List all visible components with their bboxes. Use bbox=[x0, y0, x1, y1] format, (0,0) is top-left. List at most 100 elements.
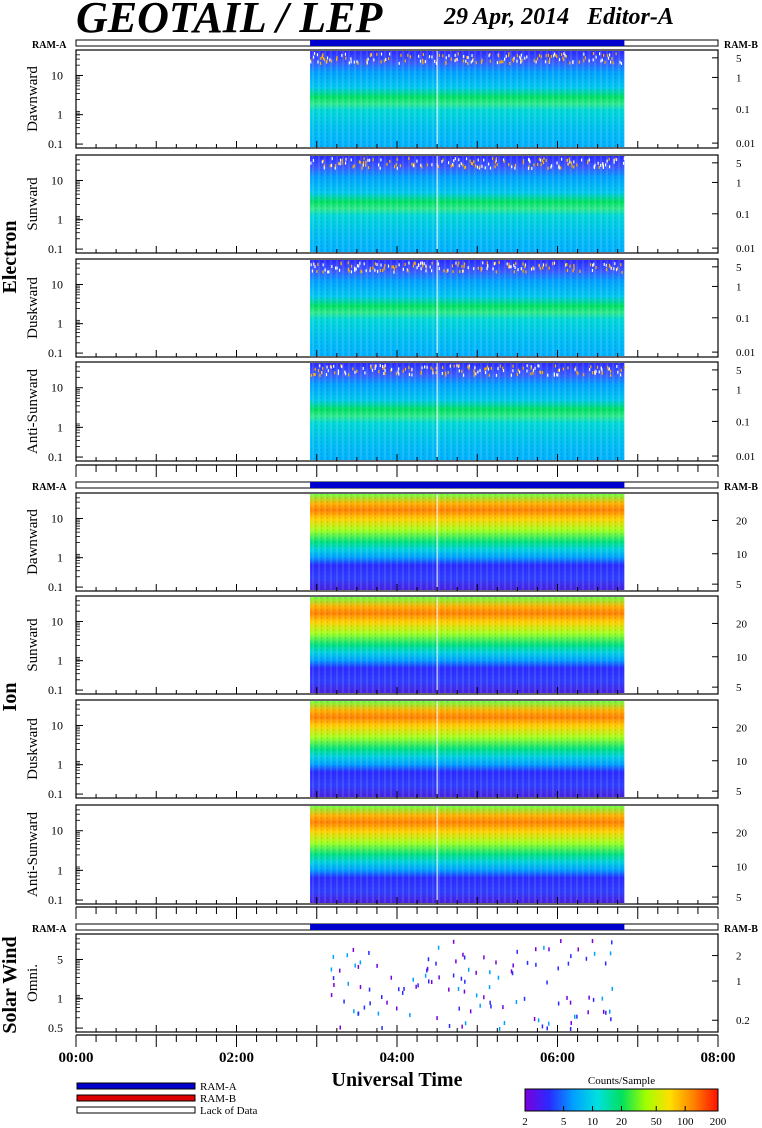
y-tick-left: 1 bbox=[57, 108, 63, 122]
speckle bbox=[569, 61, 571, 65]
speckle bbox=[448, 54, 450, 58]
y-tick-left: 0.1 bbox=[48, 242, 63, 256]
speckle bbox=[587, 159, 589, 163]
speckle bbox=[422, 264, 424, 268]
group-label: Solar Wind bbox=[0, 936, 21, 1033]
speckle bbox=[464, 165, 467, 169]
speckle bbox=[426, 365, 428, 369]
speckle bbox=[516, 59, 518, 63]
speckle bbox=[458, 164, 460, 168]
solar-wind-point bbox=[602, 1009, 605, 1014]
solar-wind-point bbox=[346, 953, 349, 958]
speckle bbox=[365, 163, 367, 167]
speckle bbox=[496, 61, 499, 65]
speckle bbox=[328, 270, 330, 274]
spectrogram-texture bbox=[310, 156, 625, 252]
solar-wind-point bbox=[438, 975, 440, 980]
speckle bbox=[606, 159, 608, 163]
y-tick-right: 10 bbox=[736, 861, 748, 873]
solar-wind-point bbox=[601, 996, 604, 1001]
speckle bbox=[528, 165, 530, 169]
solar-wind-point bbox=[339, 1025, 342, 1030]
speckle bbox=[544, 60, 547, 64]
speckle bbox=[545, 159, 547, 163]
speckle bbox=[570, 161, 573, 165]
speckle bbox=[432, 368, 434, 372]
speckle bbox=[321, 55, 323, 59]
speckle bbox=[462, 269, 465, 273]
speckle bbox=[379, 268, 382, 272]
colorbar-tick-label: 200 bbox=[710, 1116, 727, 1128]
speckle bbox=[330, 163, 333, 167]
solar-wind-point bbox=[463, 955, 466, 960]
speckle bbox=[384, 372, 386, 376]
solar-wind-point bbox=[401, 990, 404, 995]
speckle bbox=[444, 371, 447, 375]
speckle bbox=[314, 52, 316, 56]
speckle bbox=[567, 162, 569, 166]
speckle bbox=[615, 157, 617, 161]
solar-wind-point bbox=[381, 1025, 383, 1030]
speckle bbox=[422, 52, 425, 56]
solar-wind-point bbox=[464, 979, 466, 984]
speckle bbox=[619, 373, 622, 377]
speckle bbox=[395, 265, 397, 269]
speckle bbox=[413, 261, 415, 265]
speckle bbox=[590, 365, 592, 369]
speckle bbox=[584, 56, 586, 60]
speckle bbox=[592, 52, 595, 56]
speckle bbox=[344, 370, 346, 374]
speckle bbox=[329, 164, 331, 168]
speckle bbox=[326, 365, 328, 369]
solar-wind-point bbox=[479, 1003, 481, 1008]
speckle bbox=[341, 158, 343, 162]
y-tick-right: 0.01 bbox=[736, 138, 755, 150]
speckle bbox=[473, 373, 475, 377]
solar-wind-point bbox=[475, 970, 477, 975]
speckle bbox=[554, 364, 557, 368]
legend-swatch bbox=[76, 1082, 196, 1090]
solar-wind-point bbox=[512, 963, 514, 968]
spectrogram-texture bbox=[310, 806, 625, 903]
speckle bbox=[362, 366, 364, 370]
speckle bbox=[613, 158, 615, 162]
speckle bbox=[481, 164, 483, 168]
speckle bbox=[375, 364, 377, 368]
solar-wind-point bbox=[448, 1023, 451, 1028]
colorbar-tick-label: 2 bbox=[522, 1116, 528, 1128]
speckle bbox=[434, 59, 436, 63]
ram-a-coverage bbox=[310, 482, 625, 488]
speckle bbox=[537, 364, 539, 368]
speckle bbox=[314, 367, 316, 371]
solar-wind-point bbox=[353, 1009, 355, 1014]
solar-wind-point bbox=[570, 1021, 572, 1026]
speckle bbox=[344, 161, 347, 165]
legend-label: Lack of Data bbox=[200, 1105, 258, 1117]
speckle bbox=[389, 52, 391, 56]
speckle bbox=[320, 56, 322, 60]
speckle bbox=[353, 164, 355, 168]
speckle bbox=[419, 59, 422, 63]
speckle bbox=[310, 263, 312, 267]
speckle bbox=[528, 158, 530, 162]
speckle bbox=[565, 54, 567, 58]
speckle bbox=[370, 364, 372, 368]
speckle bbox=[573, 165, 575, 169]
solar-wind-point bbox=[409, 1013, 411, 1018]
date-editor: 29 Apr, 2014 Editor-A bbox=[444, 4, 674, 31]
speckle bbox=[572, 269, 574, 273]
speckle bbox=[526, 55, 528, 59]
speckle bbox=[408, 373, 411, 377]
speckle bbox=[341, 161, 343, 165]
speckle bbox=[524, 56, 526, 60]
solar-wind-point bbox=[605, 1010, 607, 1015]
speckle bbox=[613, 267, 615, 271]
speckle bbox=[367, 166, 370, 170]
colorbar-tick-label: 20 bbox=[616, 1116, 628, 1128]
solar-wind-point bbox=[609, 951, 612, 956]
speckle bbox=[538, 364, 540, 368]
solar-wind-point bbox=[464, 1021, 467, 1026]
speckle bbox=[540, 55, 542, 59]
speckle bbox=[431, 163, 433, 167]
speckle bbox=[556, 55, 558, 59]
